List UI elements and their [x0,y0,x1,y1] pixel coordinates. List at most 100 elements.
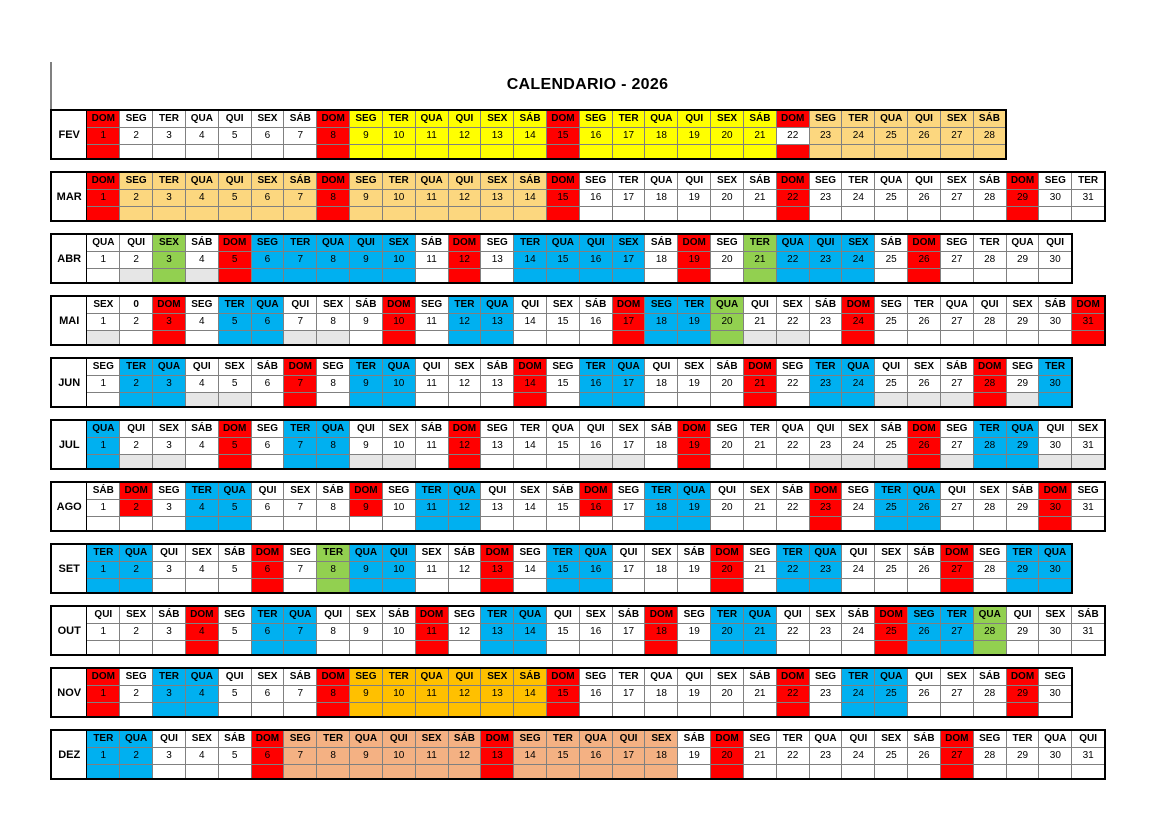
day-name-cell[interactable]: QUA [710,295,744,314]
day-note-cell[interactable] [1005,205,1040,222]
day-name-cell[interactable]: SEG [677,605,712,624]
day-number-cell[interactable]: 9 [349,684,383,703]
day-note-cell[interactable] [939,639,974,656]
day-note-cell[interactable] [1005,577,1040,594]
day-name-cell[interactable]: TER [775,543,810,562]
day-number-cell[interactable]: 10 [381,684,416,703]
day-note-cell[interactable] [742,453,777,470]
day-name-cell[interactable]: SÁB [283,109,318,128]
day-number-cell[interactable]: 15 [546,374,580,393]
day-name-cell[interactable]: QUI [677,667,712,686]
day-note-cell[interactable] [874,701,909,718]
day-note-cell[interactable] [184,701,219,718]
day-note-cell[interactable] [907,577,941,594]
day-number-cell[interactable]: 2 [119,126,154,145]
day-name-cell[interactable]: SEG [546,357,580,376]
day-name-cell[interactable]: SEX [710,667,744,686]
day-number-cell[interactable]: 27 [939,126,974,145]
day-name-cell[interactable]: QUA [546,419,580,438]
day-number-cell[interactable]: 12 [447,622,482,641]
day-number-cell[interactable]: 5 [217,312,252,331]
day-number-cell[interactable]: 9 [349,560,383,579]
day-note-cell[interactable] [874,205,909,222]
day-name-cell[interactable]: DOM [644,605,679,624]
day-note-cell[interactable] [808,515,843,532]
day-name-cell[interactable]: QUA [874,109,909,128]
day-note-cell[interactable] [972,453,1007,470]
day-name-cell[interactable]: QUA [578,543,613,562]
day-note-cell[interactable] [546,639,580,656]
day-name-cell[interactable]: SEX [480,109,515,128]
day-number-cell[interactable]: 23 [808,684,843,703]
day-number-cell[interactable]: 10 [381,250,416,269]
day-note-cell[interactable] [710,515,744,532]
day-number-cell[interactable]: 8 [316,498,351,517]
day-name-cell[interactable]: DOM [546,109,580,128]
day-name-cell[interactable]: DOM [742,357,777,376]
day-number-cell[interactable]: 19 [677,250,712,269]
day-note-cell[interactable] [381,143,416,160]
day-number-cell[interactable]: 14 [513,188,547,207]
day-name-cell[interactable]: QUA [874,171,909,190]
day-note-cell[interactable] [86,267,121,284]
day-name-cell[interactable]: SÁB [578,295,613,314]
day-name-cell[interactable]: SEG [578,109,613,128]
day-note-cell[interactable] [184,329,219,346]
day-note-cell[interactable] [808,205,843,222]
day-name-cell[interactable]: SÁB [414,233,449,252]
day-name-cell[interactable]: SEG [119,171,154,190]
day-number-cell[interactable]: 26 [907,560,941,579]
day-note-cell[interactable] [841,391,876,408]
day-note-cell[interactable] [316,391,351,408]
day-number-cell[interactable]: 15 [546,560,580,579]
day-number-cell[interactable]: 13 [480,622,515,641]
day-number-cell[interactable]: 16 [578,684,613,703]
day-name-cell[interactable]: QUI [250,481,285,500]
day-number-cell[interactable]: 26 [907,436,941,455]
day-note-cell[interactable] [611,205,646,222]
day-number-cell[interactable]: 28 [972,622,1007,641]
day-number-cell[interactable]: 12 [447,374,482,393]
day-number-cell[interactable]: 18 [644,746,679,765]
day-name-cell[interactable]: TER [152,171,186,190]
day-number-cell[interactable]: 2 [119,374,154,393]
day-name-cell[interactable]: DOM [1071,295,1107,314]
day-number-cell[interactable]: 6 [250,498,285,517]
day-number-cell[interactable]: 25 [874,684,909,703]
day-name-cell[interactable]: SEG [283,543,318,562]
day-number-cell[interactable]: 2 [119,622,154,641]
day-note-cell[interactable] [119,577,154,594]
day-number-cell[interactable]: 13 [480,560,515,579]
day-note-cell[interactable] [480,453,515,470]
day-name-cell[interactable]: QUA [1005,233,1040,252]
day-number-cell[interactable]: 20 [710,436,744,455]
day-name-cell[interactable]: SEG [480,419,515,438]
day-name-cell[interactable]: SÁB [907,729,941,748]
day-name-cell[interactable]: QUI [710,481,744,500]
day-note-cell[interactable] [1005,701,1040,718]
day-name-cell[interactable]: QUI [611,543,646,562]
day-name-cell[interactable]: SEG [1038,171,1073,190]
day-note-cell[interactable] [578,205,613,222]
day-note-cell[interactable] [381,515,416,532]
day-note-cell[interactable] [644,639,679,656]
day-number-cell[interactable]: 13 [480,188,515,207]
day-number-cell[interactable]: 25 [874,498,909,517]
day-name-cell[interactable]: SÁB [742,667,777,686]
day-number-cell[interactable]: 16 [578,250,613,269]
day-note-cell[interactable] [217,267,252,284]
day-number-cell[interactable]: 27 [939,312,974,331]
day-number-cell[interactable]: 20 [710,312,744,331]
day-number-cell[interactable]: 18 [644,126,679,145]
day-note-cell[interactable] [447,205,482,222]
day-name-cell[interactable]: QUI [316,605,351,624]
day-name-cell[interactable]: DOM [775,109,810,128]
day-note-cell[interactable] [775,329,810,346]
day-name-cell[interactable]: SEG [611,481,646,500]
day-note-cell[interactable] [119,639,154,656]
day-name-cell[interactable]: QUI [381,729,416,748]
day-number-cell[interactable]: 23 [808,560,843,579]
day-note-cell[interactable] [677,515,712,532]
day-name-cell[interactable]: QUI [578,233,613,252]
day-name-cell[interactable]: SÁB [972,667,1007,686]
